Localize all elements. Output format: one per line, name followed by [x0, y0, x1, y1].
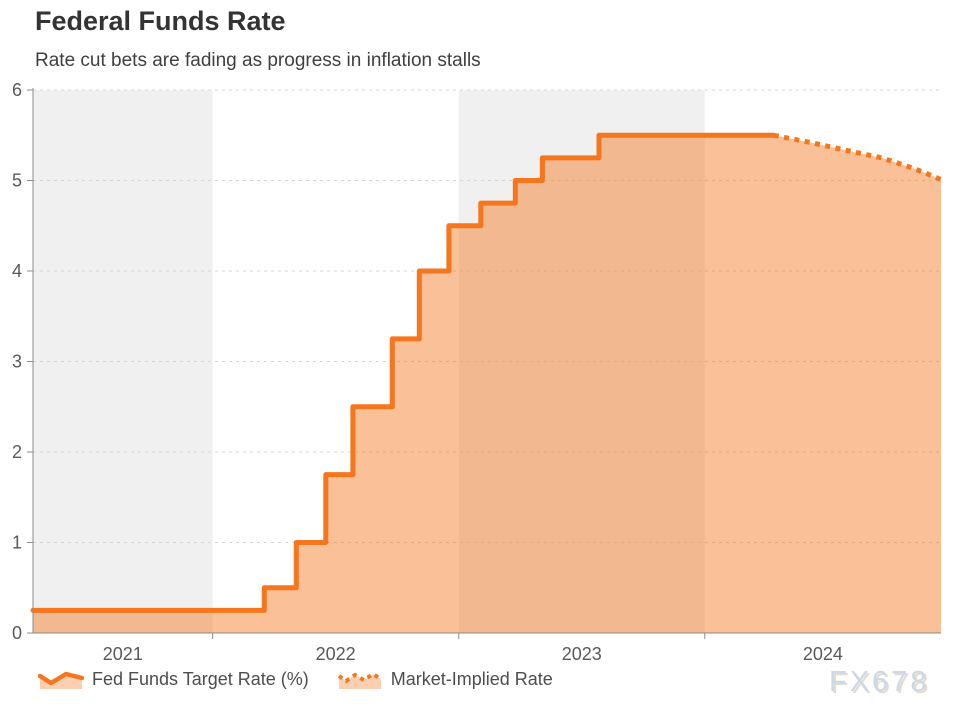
- page-title: Federal Funds Rate: [35, 6, 286, 36]
- x-axis-label: 2024: [803, 644, 843, 664]
- dotted-area-wave-icon: [337, 671, 382, 689]
- legend-label: Market-Implied Rate: [390, 668, 553, 689]
- y-axis-label: 5: [12, 171, 22, 191]
- y-axis-label: 3: [12, 352, 22, 372]
- year-band: [33, 90, 213, 633]
- y-axis-label: 6: [12, 80, 22, 100]
- solid-area-wave-icon: [38, 671, 84, 689]
- legend-item-target-rate[interactable]: Fed Funds Target Rate (%): [38, 668, 309, 690]
- x-axis-label: 2021: [103, 644, 143, 664]
- y-axis-label: 1: [12, 533, 22, 553]
- y-axis-label: 0: [12, 623, 22, 643]
- page-subtitle: Rate cut bets are fading as progress in …: [35, 50, 481, 71]
- x-axis-label: 2023: [562, 644, 602, 664]
- legend-item-implied-rate[interactable]: Market-Implied Rate: [337, 668, 553, 690]
- chart-legend: Fed Funds Target Rate (%) Market-Implied…: [38, 668, 553, 690]
- rate-area: [33, 135, 941, 634]
- watermark: FX678: [829, 666, 930, 698]
- legend-label: Fed Funds Target Rate (%): [92, 668, 309, 689]
- target-rate-line: [30, 132, 777, 613]
- y-axis-label: 4: [12, 261, 22, 281]
- y-axis-label: 2: [12, 442, 22, 462]
- x-axis-label: 2022: [316, 644, 356, 664]
